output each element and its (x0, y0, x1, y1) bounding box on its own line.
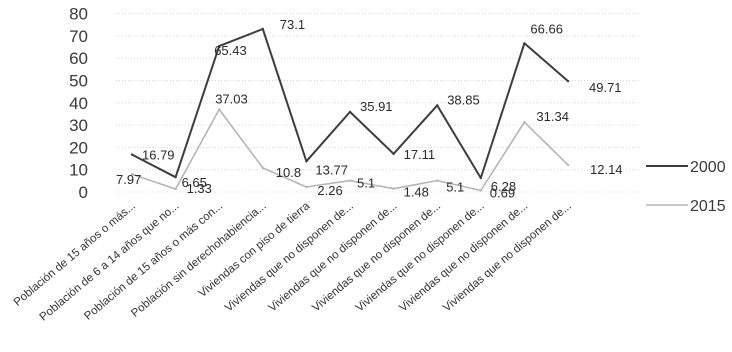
y-tick-label: 20 (69, 138, 88, 157)
data-label-2015: 37.03 (215, 91, 248, 106)
data-point-2015 (479, 189, 482, 192)
data-point-2000 (130, 153, 134, 156)
data-label-2015: 5.1 (357, 176, 375, 191)
data-point-2015 (174, 187, 177, 191)
data-point-2015 (348, 179, 352, 182)
data-point-2000 (566, 79, 570, 83)
legend-label-2000: 2000 (690, 159, 726, 176)
series-lines (130, 27, 570, 192)
data-point-2015 (261, 166, 264, 170)
gridlines (116, 13, 640, 193)
data-point-2015 (523, 120, 526, 124)
data-label-2015: 1.48 (404, 185, 429, 200)
data-point-2000 (392, 152, 395, 156)
data-label-2015: 2.26 (317, 183, 342, 198)
data-label-2000: 16.79 (142, 148, 175, 163)
data-point-2000 (436, 104, 439, 107)
data-label-2015: 10.8 (276, 165, 301, 180)
y-tick-label: 30 (69, 116, 88, 135)
data-point-2015 (218, 108, 221, 111)
data-labels: 16.79 6.65 65.43 73.1 13.77 35.91 17.11 38.85 6.… (116, 17, 623, 200)
data-label-2000: 49.71 (589, 80, 622, 95)
x-axis-category-labels: Población de 15 años o más...Población d… (12, 200, 574, 324)
y-axis-tick-labels: 0 10 20 30 40 50 60 70 80 (69, 5, 88, 202)
legend: 2000 2015 (646, 159, 726, 215)
data-point-2000 (479, 176, 482, 180)
data-label-2000: 6.65 (182, 175, 207, 190)
y-tick-label: 80 (69, 5, 88, 24)
data-label-2015: 7.97 (116, 172, 141, 187)
data-point-2000 (348, 110, 352, 114)
data-label-2015: 31.34 (536, 109, 569, 124)
data-label-2000: 65.43 (214, 43, 247, 58)
data-label-2015: 5.1 (446, 180, 464, 195)
data-label-2015: 0.69 (490, 185, 515, 200)
y-tick-label: 70 (69, 27, 88, 46)
data-label-2000: 66.66 (530, 21, 563, 36)
data-point-2000 (305, 160, 308, 163)
data-point-2015 (305, 185, 308, 189)
data-label-2000: 13.77 (315, 162, 348, 177)
data-point-2015 (436, 179, 439, 182)
legend-label-2015: 2015 (690, 198, 726, 215)
data-label-2015: 1.33 (187, 181, 212, 196)
data-label-2000: 17.11 (404, 147, 436, 162)
data-label-2015: 12.14 (590, 162, 623, 177)
y-tick-label: 50 (69, 72, 88, 91)
data-label-2000: 35.91 (360, 99, 393, 114)
y-tick-label: 0 (79, 183, 88, 202)
y-tick-label: 40 (69, 94, 88, 113)
y-tick-label: 60 (69, 49, 88, 68)
data-point-2000 (261, 27, 264, 31)
data-point-2015 (130, 173, 134, 176)
data-point-2015 (566, 163, 570, 167)
y-tick-label: 10 (69, 161, 88, 180)
data-label-2000: 6.28 (491, 179, 516, 194)
data-label-2000: 38.85 (447, 92, 480, 107)
data-point-2000 (174, 175, 177, 179)
data-point-2000 (523, 42, 526, 45)
data-point-2015 (392, 187, 395, 190)
data-label-2000: 73.1 (280, 17, 305, 32)
data-point-2000 (218, 44, 221, 48)
